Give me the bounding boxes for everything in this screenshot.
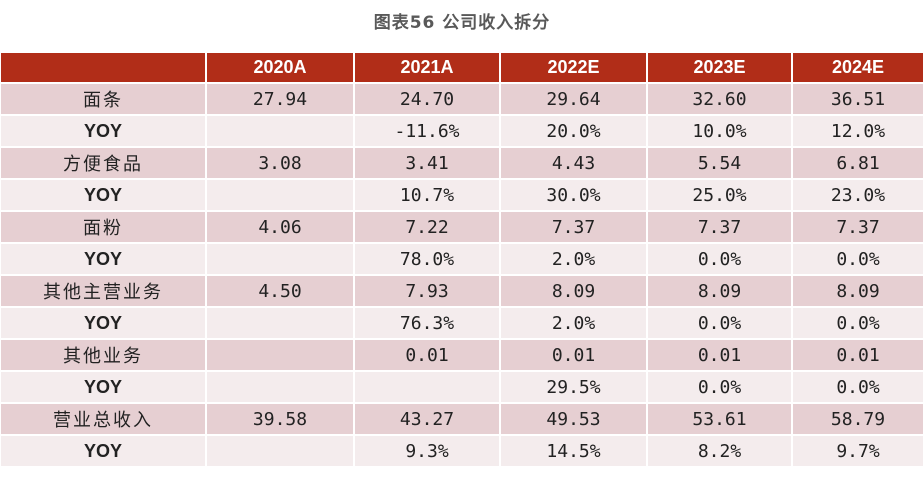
value-cell: 24.70 [353, 84, 499, 116]
value-cell [205, 436, 353, 468]
value-cell: 8.2% [646, 436, 791, 468]
value-cell [205, 180, 353, 212]
value-cell [205, 372, 353, 404]
value-cell: 49.53 [499, 404, 646, 436]
value-cell: 7.37 [791, 212, 923, 244]
value-cell: 0.01 [646, 340, 791, 372]
value-cell: 43.27 [353, 404, 499, 436]
value-cell: 32.60 [646, 84, 791, 116]
value-cell: 8.09 [646, 276, 791, 308]
value-cell: 27.94 [205, 84, 353, 116]
table-row: 其他业务 0.01 0.01 0.01 0.01 [1, 340, 923, 372]
table-row: 其他主营业务 4.50 7.93 8.09 8.09 8.09 [1, 276, 923, 308]
value-cell: 3.41 [353, 148, 499, 180]
value-cell: 36.51 [791, 84, 923, 116]
table-row: YOY -11.6% 20.0% 10.0% 12.0% [1, 116, 923, 148]
value-cell: 20.0% [499, 116, 646, 148]
value-cell: 0.0% [646, 244, 791, 276]
value-cell: 10.0% [646, 116, 791, 148]
table-body: 面条 27.94 24.70 29.64 32.60 36.51 YOY -11.6% 20.0… [1, 84, 923, 468]
value-cell: 5.54 [646, 148, 791, 180]
table-row: 营业总收入 39.58 43.27 49.53 53.61 58.79 [1, 404, 923, 436]
value-cell: 0.0% [791, 372, 923, 404]
value-cell: 0.0% [646, 372, 791, 404]
table-row: YOY 9.3% 14.5% 8.2% 9.7% [1, 436, 923, 468]
row-label: 面粉 [1, 212, 205, 244]
value-cell [353, 372, 499, 404]
value-cell: 9.3% [353, 436, 499, 468]
table-row: 面条 27.94 24.70 29.64 32.60 36.51 [1, 84, 923, 116]
revenue-breakdown-table: 2020A 2021A 2022E 2023E 2024E 面条 27.94 24.… [1, 53, 923, 468]
value-cell [205, 308, 353, 340]
row-label: YOY [1, 244, 205, 276]
value-cell: 2.0% [499, 308, 646, 340]
row-label: 面条 [1, 84, 205, 116]
row-label: YOY [1, 308, 205, 340]
value-cell: 53.61 [646, 404, 791, 436]
value-cell: 0.01 [499, 340, 646, 372]
value-cell: 4.06 [205, 212, 353, 244]
value-cell: 23.0% [791, 180, 923, 212]
value-cell: 7.37 [646, 212, 791, 244]
value-cell: 8.09 [499, 276, 646, 308]
value-cell: 10.7% [353, 180, 499, 212]
header-cell-label [1, 53, 205, 84]
value-cell: 0.0% [791, 244, 923, 276]
value-cell: 0.0% [791, 308, 923, 340]
table-row: 方便食品 3.08 3.41 4.43 5.54 6.81 [1, 148, 923, 180]
value-cell: 30.0% [499, 180, 646, 212]
row-label: 其他主营业务 [1, 276, 205, 308]
table-title: 图表56 公司收入拆分 [373, 13, 551, 33]
row-label: 营业总收入 [1, 404, 205, 436]
value-cell: 7.37 [499, 212, 646, 244]
row-label: YOY [1, 116, 205, 148]
row-label: 方便食品 [1, 148, 205, 180]
value-cell: 3.08 [205, 148, 353, 180]
value-cell: 0.01 [791, 340, 923, 372]
value-cell: 4.50 [205, 276, 353, 308]
value-cell: 7.93 [353, 276, 499, 308]
value-cell: 25.0% [646, 180, 791, 212]
value-cell: 0.0% [646, 308, 791, 340]
header-row: 2020A 2021A 2022E 2023E 2024E [1, 53, 923, 84]
table-row: YOY 10.7% 30.0% 25.0% 23.0% [1, 180, 923, 212]
header-cell-2024e: 2024E [791, 53, 923, 84]
value-cell: 0.01 [353, 340, 499, 372]
value-cell: 6.81 [791, 148, 923, 180]
row-label: YOY [1, 436, 205, 468]
table-row: YOY 78.0% 2.0% 0.0% 0.0% [1, 244, 923, 276]
table-row: YOY 76.3% 2.0% 0.0% 0.0% [1, 308, 923, 340]
header-cell-2021a: 2021A [353, 53, 499, 84]
value-cell: 76.3% [353, 308, 499, 340]
table-row: YOY 29.5% 0.0% 0.0% [1, 372, 923, 404]
table-row: 面粉 4.06 7.22 7.37 7.37 7.37 [1, 212, 923, 244]
row-label: 其他业务 [1, 340, 205, 372]
value-cell: 4.43 [499, 148, 646, 180]
value-cell: 12.0% [791, 116, 923, 148]
row-label: YOY [1, 372, 205, 404]
value-cell: 14.5% [499, 436, 646, 468]
header-cell-2023e: 2023E [646, 53, 791, 84]
value-cell [205, 244, 353, 276]
value-cell: -11.6% [353, 116, 499, 148]
value-cell: 7.22 [353, 212, 499, 244]
value-cell: 58.79 [791, 404, 923, 436]
row-label: YOY [1, 180, 205, 212]
header-cell-2020a: 2020A [205, 53, 353, 84]
value-cell: 78.0% [353, 244, 499, 276]
value-cell: 39.58 [205, 404, 353, 436]
value-cell: 9.7% [791, 436, 923, 468]
value-cell [205, 340, 353, 372]
value-cell: 29.64 [499, 84, 646, 116]
value-cell: 8.09 [791, 276, 923, 308]
value-cell: 2.0% [499, 244, 646, 276]
value-cell [205, 116, 353, 148]
header-cell-2022e: 2022E [499, 53, 646, 84]
value-cell: 29.5% [499, 372, 646, 404]
